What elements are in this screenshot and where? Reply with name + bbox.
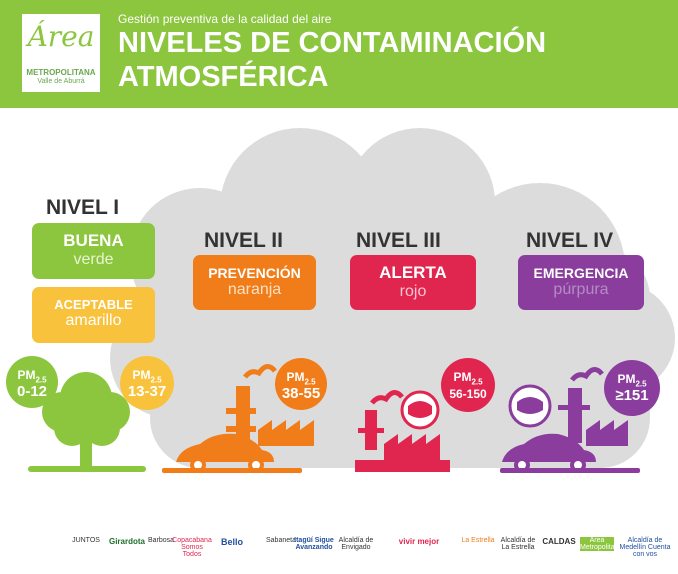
sponsor-logo: Sabaneta: [266, 537, 296, 544]
pm-sub: 2.5: [304, 377, 316, 387]
card-prevencion-color: naranja: [227, 281, 282, 298]
sponsor-logo: Copacabana Somos Todos: [172, 537, 212, 558]
pm-value: ≥151: [615, 387, 649, 405]
sponsor-logo: JUNTOS: [72, 537, 100, 544]
pm-badge-red: PM2.5 56-150: [441, 358, 495, 412]
pm-sub: 2.5: [35, 375, 47, 385]
level-4-heading: NIVEL IV: [526, 229, 614, 252]
pm-label: PM: [132, 368, 151, 382]
header-banner: Área METROPOLITANA Valle de Aburrá Gesti…: [0, 0, 678, 108]
sponsor-logos: JUNTOS Girardota Barbosa Copacabana Somo…: [0, 525, 678, 574]
pm-label: PM: [617, 372, 636, 386]
pm-value: 0-12: [16, 383, 48, 401]
card-aceptable: ACEPTABLE amarillo: [32, 287, 155, 343]
title-line2: ATMOSFÉRICA: [118, 61, 329, 93]
card-alerta: ALERTA rojo: [350, 255, 476, 310]
sponsor-logo: Itagüí Sigue Avanzando: [294, 537, 334, 551]
pm-label: PM: [453, 370, 472, 384]
sponsor-logo: Alcaldía de La Estrella: [500, 537, 536, 551]
pm-label: PM: [17, 368, 36, 382]
sponsor-logo: Alcaldía de Medellín Cuenta con vos: [619, 537, 671, 558]
sponsor-logo: Girardota: [108, 537, 145, 546]
card-aceptable-color: amarillo: [65, 312, 122, 329]
page-title: NIVELES DE CONTAMINACIÓN ATMOSFÉRICA: [118, 26, 618, 94]
card-buena: BUENA verde: [32, 223, 155, 279]
pm-value: 13-37: [127, 383, 167, 401]
logo-line1: METROPOLITANA: [26, 68, 96, 77]
sponsor-logo: vivir mejor: [398, 537, 440, 546]
logo-line2: Valle de Aburrá: [37, 78, 85, 85]
pm-value: 56-150: [449, 387, 487, 402]
pm-badge-orange: PM2.5 38-55: [275, 358, 327, 410]
area-metropolitana-logo: Área METROPOLITANA Valle de Aburrá: [22, 14, 100, 92]
title-line1: NIVELES DE CONTAMINACIÓN: [118, 27, 547, 59]
card-aceptable-label: ACEPTABLE: [54, 297, 133, 312]
factory-car-purple-icon: [500, 367, 640, 473]
card-emergencia: EMERGENCIA púrpura: [518, 255, 644, 310]
pm-value: 38-55: [281, 385, 321, 403]
card-emergencia-color: púrpura: [553, 281, 609, 298]
factory-mask-red-icon: [355, 390, 450, 472]
sponsor-logo: La Estrella: [461, 537, 495, 544]
card-emergencia-label: EMERGENCIA: [533, 265, 629, 281]
pm-badge-purple: PM2.5 ≥151: [604, 360, 660, 416]
level-1-heading: NIVEL I: [46, 196, 120, 219]
pm-sub: 2.5: [150, 375, 162, 385]
card-prevencion-label: PREVENCIÓN: [208, 265, 301, 281]
pm-badge-yellow: PM2.5 13-37: [120, 356, 174, 410]
card-prevencion: PREVENCIÓN naranja: [193, 255, 316, 310]
sponsor-logo: Área Metropolitana: [580, 537, 623, 551]
level-2-heading: NIVEL II: [204, 229, 283, 252]
factory-car-orange-icon: [162, 364, 314, 473]
sponsor-logo: Barbosa: [148, 537, 175, 544]
header-subtitle: Gestión preventiva de la calidad del air…: [118, 12, 332, 26]
tree-icon: [28, 372, 146, 472]
pm-sub: 2.5: [471, 377, 483, 387]
pm-badge-green: PM2.5 0-12: [6, 356, 58, 408]
pm-sub: 2.5: [635, 379, 647, 389]
level-3-heading: NIVEL III: [356, 229, 441, 252]
sponsor-logo: Alcaldía de Envigado: [338, 537, 374, 551]
logo-word: Área: [27, 20, 95, 53]
pm-label: PM: [286, 370, 305, 384]
card-buena-color: verde: [73, 251, 114, 268]
card-alerta-label: ALERTA: [379, 263, 447, 282]
card-buena-label: BUENA: [63, 231, 124, 250]
sponsor-logo: CALDAS: [542, 537, 576, 546]
card-alerta-color: rojo: [399, 283, 427, 300]
sponsor-logo: Bello: [220, 537, 243, 547]
